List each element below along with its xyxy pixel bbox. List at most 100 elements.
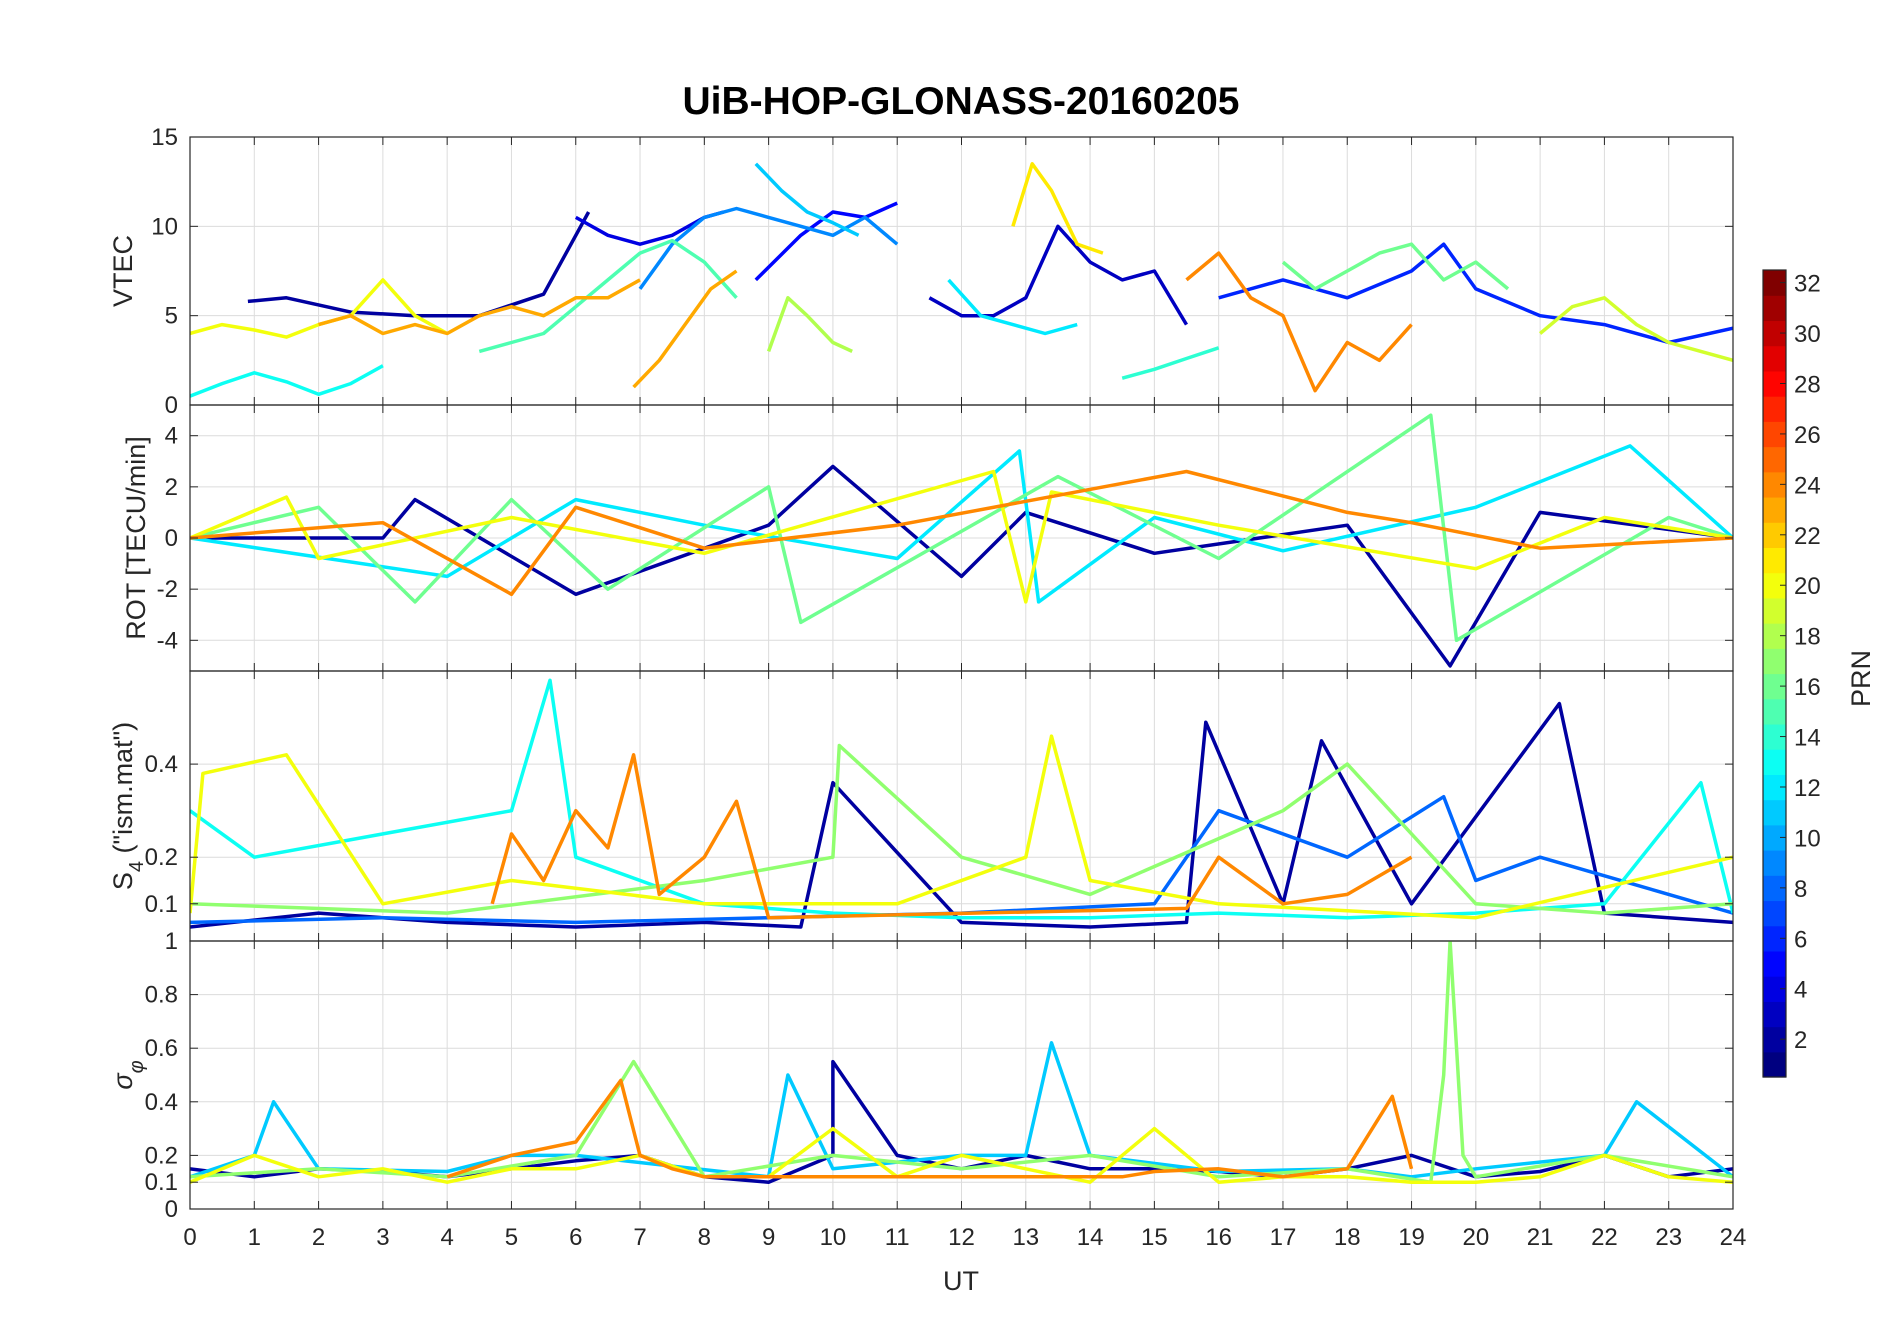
- colorbar-swatch: [1763, 824, 1786, 851]
- series-line-prn-12: [947, 278, 1078, 336]
- y-tick-label: 1: [165, 928, 178, 955]
- colorbar-swatch: [1763, 875, 1786, 902]
- series-group: [190, 162, 1733, 398]
- colorbar-tick-label: 14: [1794, 725, 1821, 752]
- colorbar-swatch: [1763, 799, 1786, 826]
- y-tick-label: 0.8: [145, 982, 178, 1009]
- x-tick-label: 21: [1527, 1224, 1554, 1251]
- y-tick-label: 0.6: [145, 1035, 178, 1062]
- colorbar-swatch: [1763, 396, 1786, 422]
- colorbar-swatch: [1763, 547, 1786, 574]
- series-line-prn-17: [190, 743, 1733, 915]
- series-line-prn-4: [574, 210, 725, 246]
- series-line-prn-20: [190, 1126, 1733, 1184]
- colorbar-swatch: [1763, 925, 1786, 952]
- colorbar-swatch: [1763, 698, 1786, 725]
- x-tick-label: 0: [183, 1224, 196, 1251]
- y-tick-label: 0.4: [145, 751, 178, 778]
- y-axis-label-main: S: [108, 872, 138, 890]
- y-tick-label: 0: [165, 1196, 178, 1223]
- y-tick-label: 0: [165, 392, 178, 419]
- colorbar-swatch: [1763, 950, 1786, 977]
- y-axis-label-sub: 4: [126, 861, 148, 872]
- colorbar-tick-label: 20: [1794, 573, 1821, 600]
- colorbar-swatch: [1763, 446, 1786, 473]
- series-line-prn-24: [446, 1078, 1414, 1179]
- series-line-prn-17: [190, 941, 1733, 1184]
- x-tick-label: 10: [820, 1224, 847, 1251]
- colorbar-tick-label: 10: [1794, 825, 1821, 852]
- colorbar-tick-label: 22: [1794, 523, 1821, 550]
- x-tick-label: 17: [1270, 1224, 1297, 1251]
- series-group: [190, 941, 1733, 1184]
- series-line-prn-20: [190, 469, 1733, 604]
- y-axis-label: σφ: [108, 1060, 148, 1089]
- y-tick-label: 2: [165, 474, 178, 501]
- colorbar-swatch: [1763, 648, 1786, 675]
- colorbar-swatch: [1763, 1001, 1786, 1028]
- series-line-prn-15: [478, 238, 738, 354]
- y-tick-label: 10: [151, 213, 178, 240]
- series-line-prn-3: [928, 224, 1189, 326]
- series-line-prn-23: [632, 269, 738, 389]
- y-tick-label: 0: [165, 525, 178, 552]
- colorbar-tick-label: 16: [1794, 674, 1821, 701]
- series-line-prn-5: [754, 201, 898, 282]
- colorbar-swatch: [1763, 471, 1786, 498]
- colorbar-swatch: [1763, 623, 1786, 649]
- series-line-prn-19: [1538, 296, 1733, 362]
- y-axis-label: VTEC: [108, 235, 138, 307]
- series-group: [190, 678, 1733, 929]
- panel-4: 00.10.2 0.4 0.6 0.8 1 σφ: [108, 928, 1734, 1223]
- y-tick-label: 0.4: [145, 1089, 178, 1116]
- x-tick-label: 14: [1077, 1224, 1104, 1251]
- series-group: [190, 413, 1733, 668]
- colorbar-swatch: [1763, 976, 1786, 1002]
- x-tick-label: 23: [1655, 1224, 1682, 1251]
- x-tick-label: 6: [569, 1224, 582, 1251]
- colorbar-tick-label: 8: [1794, 876, 1807, 903]
- colorbar-tick-label: 4: [1794, 977, 1807, 1004]
- x-tick-label: 4: [440, 1224, 453, 1251]
- colorbar-swatch: [1763, 496, 1786, 523]
- series-line-prn-24: [190, 469, 1733, 597]
- series-line-prn-21: [1011, 162, 1104, 255]
- series-line-prn-11: [754, 162, 860, 237]
- x-tick-label: 3: [376, 1224, 389, 1251]
- colorbar-tick-label: 18: [1794, 624, 1821, 651]
- colorbar-swatch: [1763, 1051, 1786, 1078]
- y-tick-label: 0.2: [145, 1142, 178, 1169]
- y-tick-label: 15: [151, 124, 178, 151]
- colorbar-swatch: [1763, 270, 1786, 296]
- x-tick-label: 5: [505, 1224, 518, 1251]
- x-tick-label: 13: [1012, 1224, 1039, 1251]
- series-line-prn-16: [1281, 242, 1510, 291]
- x-tick-label: 2: [312, 1224, 325, 1251]
- colorbar-tick-label: 26: [1794, 422, 1821, 449]
- y-axis-label: ROT [TECU/min]: [121, 436, 151, 640]
- chart-title: UiB-HOP-GLONASS-20160205: [682, 80, 1239, 123]
- colorbar-frame: [1762, 269, 1787, 1078]
- series-line-prn-24: [490, 753, 1413, 920]
- series-line-prn-9: [638, 206, 899, 290]
- series-line-prn-2: [190, 464, 1733, 668]
- y-axis-label-main: σ: [108, 1072, 138, 1090]
- x-tick-label: 11: [885, 1224, 910, 1251]
- colorbar-swatch: [1763, 572, 1786, 599]
- series-line-prn-16: [190, 413, 1733, 643]
- colorbar-swatch: [1763, 673, 1786, 700]
- x-tick-label: 24: [1720, 1224, 1747, 1251]
- y-tick-label: 4: [165, 423, 178, 450]
- x-tick-label: 8: [698, 1224, 711, 1251]
- panel-1: 0 5 10 15 VTEC: [108, 124, 1734, 419]
- panel-3: 0.10.20.4S4 ("ism.mat"): [108, 670, 1734, 942]
- colorbar-swatch: [1763, 723, 1786, 750]
- y-tick-label: 0.1: [145, 1169, 178, 1196]
- x-axis-label: UT: [943, 1266, 979, 1296]
- colorbar-label: PRN: [1846, 650, 1876, 707]
- colorbar-swatch: [1763, 345, 1786, 372]
- colorbar-tick-label: 24: [1794, 472, 1821, 499]
- y-tick-label: 0.1: [145, 891, 178, 918]
- x-tick-label: 12: [948, 1224, 975, 1251]
